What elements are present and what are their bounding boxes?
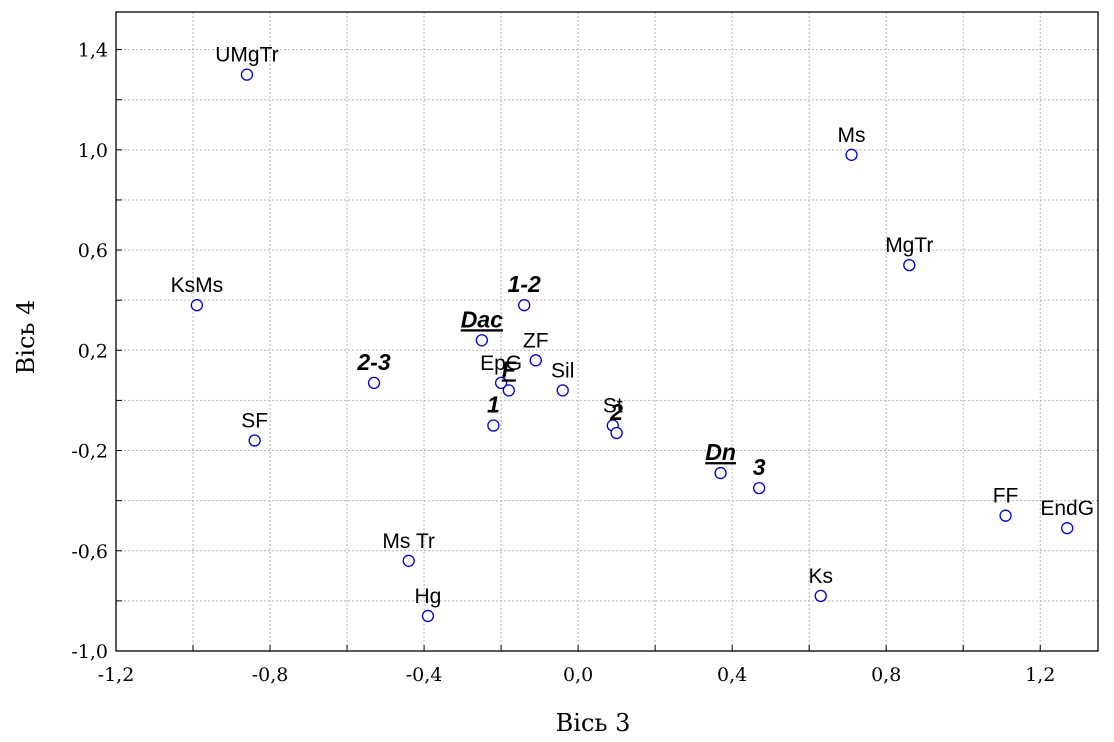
y-tick-labels: -1,0 -0,6 -0,2 0,2 0,6 1,0 1,4 xyxy=(71,40,108,663)
y-tick-label: 0,2 xyxy=(78,340,108,362)
data-point xyxy=(190,299,204,312)
data-point xyxy=(529,354,542,367)
point-label: Dac xyxy=(461,306,503,332)
y-tick-label: 0,6 xyxy=(78,240,108,262)
plot-frame xyxy=(115,11,1099,652)
data-point xyxy=(714,466,727,480)
y-tick-label: -0,2 xyxy=(71,441,108,463)
point-label: KsMs xyxy=(171,274,224,297)
point-label: Dn xyxy=(705,439,736,465)
x-tick-label: 1,2 xyxy=(1025,664,1055,686)
point-label: Sil xyxy=(551,359,574,382)
x-tick-label: -1,2 xyxy=(98,664,135,686)
data-point xyxy=(402,554,415,567)
point-label: Ks xyxy=(808,565,833,588)
point-label: Ms xyxy=(838,124,866,147)
point-label: EpG xyxy=(480,352,522,375)
x-axis-title: Вісь 3 xyxy=(556,709,631,737)
data-point xyxy=(421,609,435,623)
x-tick-label: 0,4 xyxy=(717,664,747,686)
data-point xyxy=(518,299,531,312)
point-label: F xyxy=(502,356,517,382)
point-label: 3 xyxy=(753,454,766,480)
data-point xyxy=(475,334,488,347)
y-axis-title: Вісь 4 xyxy=(12,300,40,375)
data-point xyxy=(845,148,858,161)
data-point xyxy=(556,384,569,397)
data-point xyxy=(903,258,916,272)
point-label: SF xyxy=(241,410,268,433)
point-label: MgTr xyxy=(885,234,933,257)
point-label: Ms Tr xyxy=(382,530,435,553)
data-point xyxy=(814,589,827,603)
data-point xyxy=(999,509,1012,522)
data-point xyxy=(752,481,766,495)
point-label: St xyxy=(603,394,623,417)
point-label: UMgTr xyxy=(215,44,278,67)
data-point xyxy=(487,419,500,432)
data-point xyxy=(240,68,254,81)
data-point xyxy=(248,434,261,447)
y-tick-label: -1,0 xyxy=(71,641,108,663)
point-label: 1-2 xyxy=(508,271,541,297)
point-label: 1 xyxy=(487,391,500,417)
x-tick-label: 0,0 xyxy=(563,664,593,686)
data-point xyxy=(494,376,508,390)
point-label: ZF xyxy=(523,329,549,352)
y-tick-label: 1,4 xyxy=(78,40,108,62)
point-label: Hg xyxy=(414,585,441,608)
grid-lines xyxy=(115,12,1098,652)
data-point xyxy=(502,384,515,397)
point-label: EndG xyxy=(1040,497,1094,520)
data-points xyxy=(190,68,1074,623)
data-point xyxy=(367,376,381,390)
data-point xyxy=(610,426,623,440)
point-label: 2 xyxy=(609,399,623,425)
data-point xyxy=(1061,522,1074,535)
x-tick-label: 0,8 xyxy=(871,664,901,686)
point-label: FF xyxy=(993,485,1019,508)
point-label: 2-3 xyxy=(356,349,390,375)
x-tick-label: -0,4 xyxy=(406,664,443,686)
x-tick-labels: -1,2 -0,8 -0,4 0,0 0,4 0,8 1,2 xyxy=(98,664,1056,686)
y-tick-label: 1,0 xyxy=(78,140,108,162)
x-tick-label: -0,8 xyxy=(252,664,289,686)
y-tick-label: -0,6 xyxy=(71,541,108,563)
